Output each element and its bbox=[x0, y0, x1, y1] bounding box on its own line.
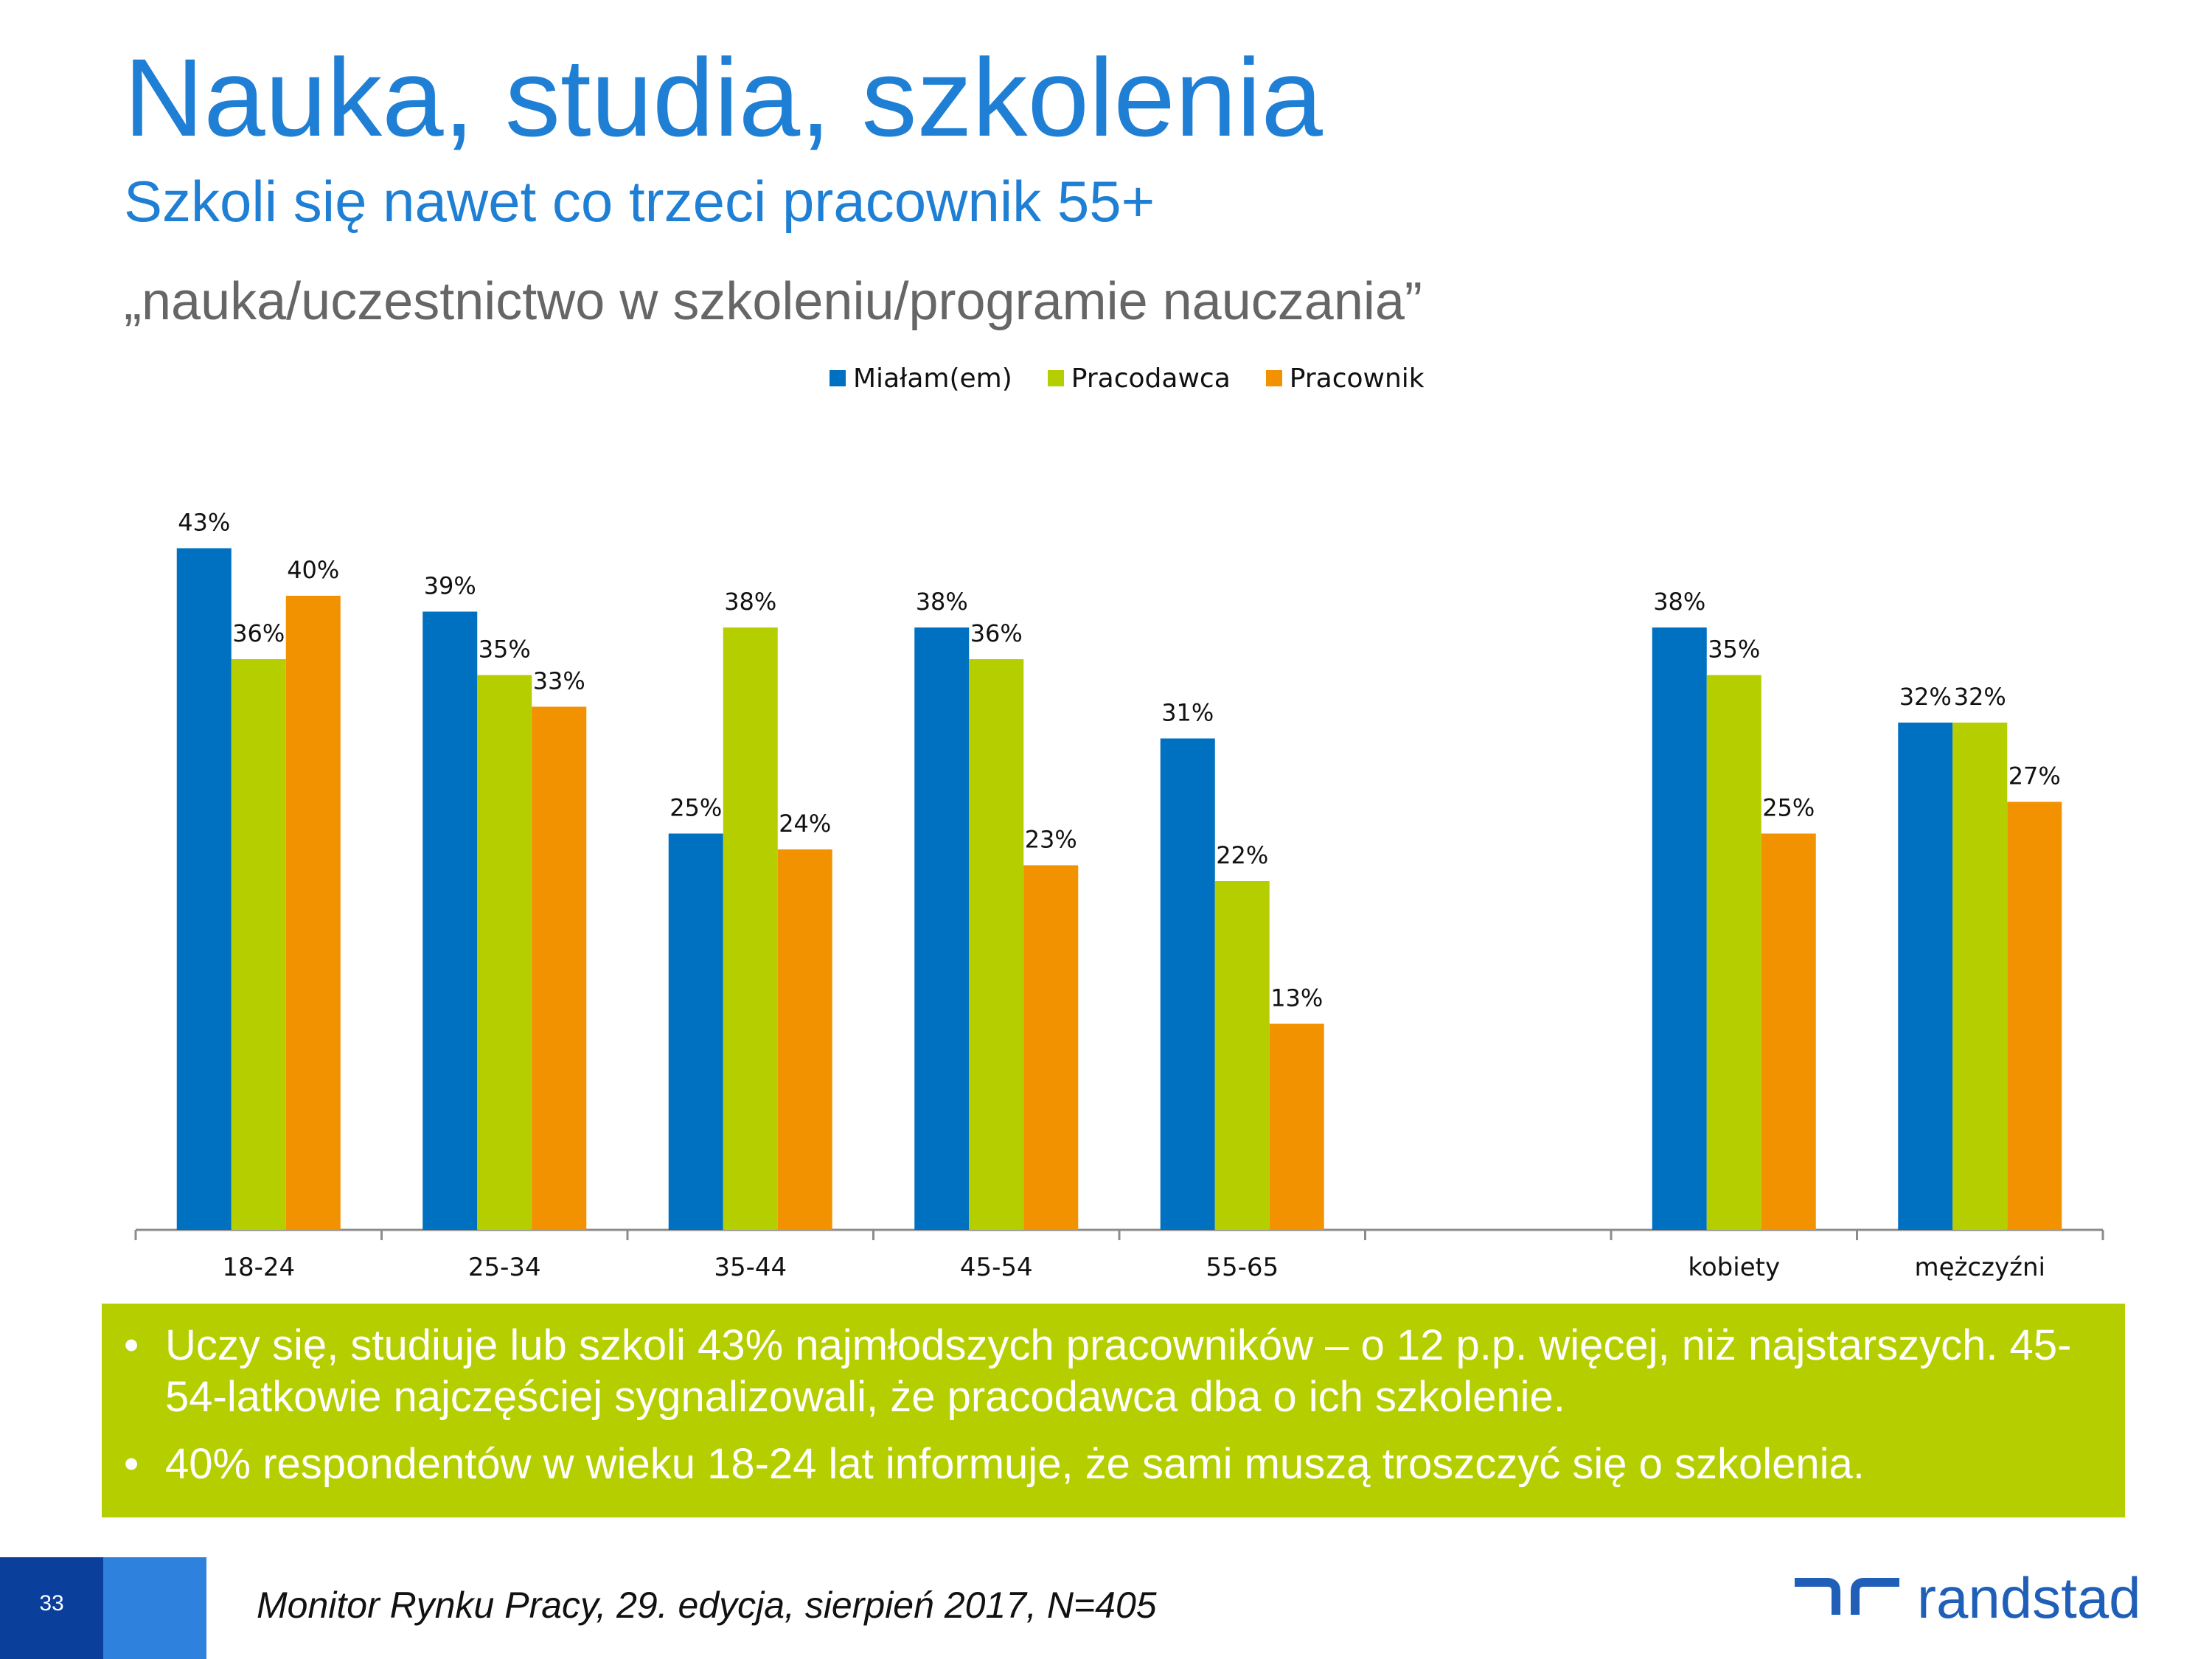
bar bbox=[422, 611, 478, 1230]
bullet-dot: • bbox=[124, 1440, 139, 1489]
legend-swatch-pracownik bbox=[1265, 370, 1282, 386]
bar bbox=[668, 833, 723, 1230]
bar bbox=[532, 706, 587, 1230]
bar-value-label: 25% bbox=[669, 794, 722, 822]
bar-chart: 18-2443%36%40%25-3439%35%33%35-4425%38%2… bbox=[134, 509, 2104, 1282]
page-number: 33 bbox=[39, 1591, 64, 1615]
bar bbox=[1761, 833, 1816, 1230]
bar-value-label: 33% bbox=[533, 667, 585, 695]
bar-value-label: 13% bbox=[1270, 984, 1323, 1012]
legend-label-pracownik: Pracownik bbox=[1289, 363, 1425, 394]
bar bbox=[477, 675, 532, 1230]
bar bbox=[914, 627, 970, 1230]
summary-bullet: • 40% respondentów w wieku 18-24 lat inf… bbox=[124, 1439, 2103, 1490]
legend-swatch-mialam bbox=[830, 370, 846, 386]
summary-bullet-text: Uczy się, studiuje lub szkoli 43% najmło… bbox=[165, 1321, 2072, 1421]
bar-value-label: 35% bbox=[479, 636, 531, 664]
legend-item-pracownik: Pracownik bbox=[1265, 363, 1425, 394]
randstad-logo-text: randstad bbox=[1917, 1565, 2141, 1630]
bar bbox=[723, 627, 778, 1230]
legend-item-pracodawca: Pracodawca bbox=[1047, 363, 1231, 394]
summary-bullet-text: 40% respondentów w wieku 18-24 lat infor… bbox=[165, 1440, 1865, 1489]
bar bbox=[2007, 801, 2062, 1230]
x-tick-label: 25-34 bbox=[468, 1253, 541, 1282]
footer-block-light bbox=[103, 1557, 206, 1659]
x-tick-label: mężczyźni bbox=[1915, 1253, 2045, 1282]
bar bbox=[1160, 738, 1215, 1230]
bar-value-label: 36% bbox=[970, 619, 1023, 647]
bar bbox=[285, 596, 341, 1230]
x-tick-label: 35-44 bbox=[714, 1253, 787, 1282]
bar bbox=[176, 548, 232, 1230]
legend-item-mialam: Miałam(em) bbox=[830, 364, 1012, 394]
legend-swatch-pracodawca bbox=[1047, 370, 1064, 386]
bar-value-label: 40% bbox=[287, 556, 339, 584]
bar-value-label: 39% bbox=[424, 572, 476, 600]
bar-value-label: 38% bbox=[916, 588, 968, 616]
bar-value-label: 24% bbox=[779, 810, 831, 838]
x-tick-label: 55-65 bbox=[1206, 1253, 1279, 1282]
bar-value-label: 35% bbox=[1708, 636, 1760, 664]
slide-subtitle: Szkoli się nawet co trzeci pracownik 55+ bbox=[124, 169, 1155, 234]
bar bbox=[1706, 675, 1761, 1230]
source-note: Monitor Rynku Pracy, 29. edycja, sierpie… bbox=[257, 1585, 1157, 1626]
x-tick-label: 45-54 bbox=[960, 1253, 1033, 1282]
legend-label-mialam: Miałam(em) bbox=[853, 363, 1012, 394]
bar-value-label: 25% bbox=[1762, 794, 1815, 822]
bar bbox=[1214, 881, 1270, 1230]
bar-value-label: 36% bbox=[232, 619, 285, 647]
legend-label-pracodawca: Pracodawca bbox=[1071, 363, 1231, 394]
bar bbox=[1269, 1023, 1324, 1230]
randstad-logo: randstad bbox=[1792, 1565, 2141, 1632]
bar bbox=[1652, 627, 1707, 1230]
bar-value-label: 22% bbox=[1216, 841, 1268, 869]
bar-value-label: 32% bbox=[1899, 683, 1952, 711]
bar-value-label: 27% bbox=[2008, 762, 2061, 790]
bar-value-label: 38% bbox=[1653, 588, 1705, 616]
bar-value-label: 43% bbox=[178, 509, 230, 537]
bar bbox=[1023, 865, 1079, 1230]
randstad-logo-icon bbox=[1795, 1577, 1899, 1615]
bar-value-label: 32% bbox=[1954, 683, 2006, 711]
bar-value-label: 23% bbox=[1025, 826, 1077, 854]
bar bbox=[1952, 723, 2008, 1230]
chart-legend: Miałam(em) Pracodawca Pracownik bbox=[830, 360, 1425, 397]
chart-question: „nauka/uczestnictwo w szkoleniu/programi… bbox=[124, 272, 1422, 331]
summary-box: • Uczy się, studiuje lub szkoli 43% najm… bbox=[102, 1304, 2125, 1517]
bar bbox=[969, 659, 1024, 1230]
x-tick-label: kobiety bbox=[1688, 1253, 1780, 1282]
bar-value-label: 38% bbox=[724, 588, 776, 616]
bar bbox=[1898, 723, 1953, 1230]
slide-title: Nauka, studia, szkolenia bbox=[124, 35, 1323, 159]
bar-value-label: 31% bbox=[1161, 699, 1214, 727]
bullet-dot: • bbox=[124, 1321, 139, 1369]
summary-bullet: • Uczy się, studiuje lub szkoli 43% najm… bbox=[124, 1320, 2103, 1422]
bar bbox=[777, 849, 832, 1230]
x-tick-label: 18-24 bbox=[222, 1253, 295, 1282]
bar bbox=[231, 659, 286, 1230]
footer-block-dark bbox=[0, 1557, 103, 1659]
